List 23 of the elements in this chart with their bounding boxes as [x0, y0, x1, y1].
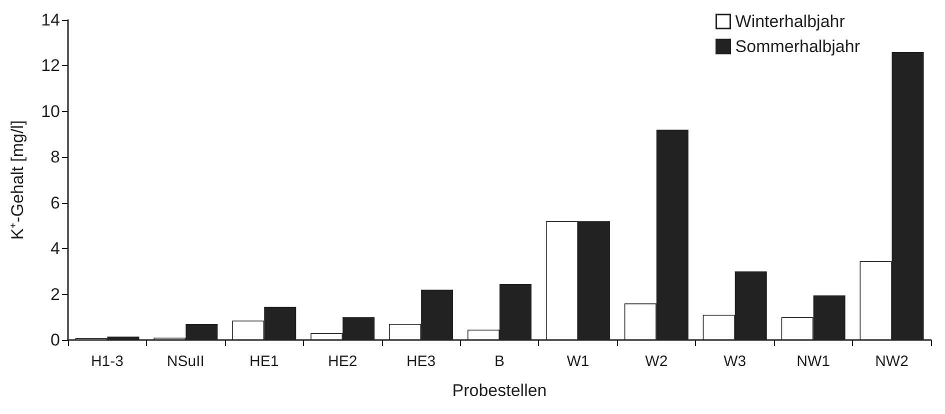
y-tick-label: 6	[50, 193, 60, 212]
y-tick-label: 10	[41, 102, 60, 121]
x-tick-label: NSuII	[166, 353, 204, 370]
y-axis-title: K⁺-Gehalt [mg/l]	[8, 120, 27, 240]
y-tick-label: 12	[41, 56, 60, 76]
x-tick-label: HE1	[250, 353, 279, 370]
y-tick-label: 0	[50, 330, 60, 350]
x-tick-label: HE3	[406, 353, 436, 370]
x-tick-label: W3	[724, 353, 746, 370]
x-tick-label: W2	[645, 353, 668, 370]
x-axis-title: Probestellen	[452, 381, 547, 400]
x-tick-label: NW1	[796, 353, 830, 370]
x-tick-label: NW2	[875, 353, 908, 370]
legend-label: Winterhalbjahr	[735, 12, 846, 31]
y-tick-label: 2	[50, 284, 60, 304]
y-tick-label: 4	[50, 239, 60, 258]
x-tick-label: HE2	[328, 353, 358, 370]
x-tick-label: H1-3	[90, 353, 124, 370]
y-tick-label: 8	[50, 148, 60, 167]
y-tick-label: 14	[41, 10, 60, 30]
x-tick-label: B	[494, 353, 505, 370]
legend-label: Sommerhalbjahr	[735, 37, 860, 56]
x-tick-label: W1	[566, 353, 590, 370]
